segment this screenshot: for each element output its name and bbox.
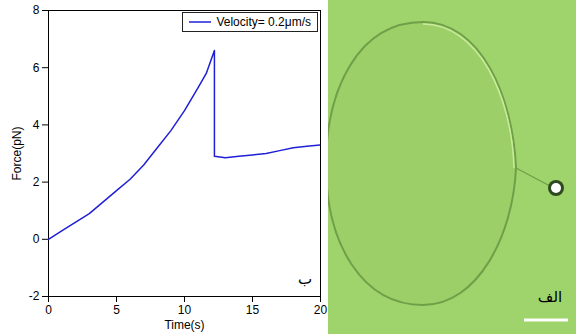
svg-text:20: 20 bbox=[314, 303, 328, 317]
html-text:ب: ب bbox=[297, 270, 312, 288]
svg-text:15: 15 bbox=[246, 303, 260, 317]
html-text:Velocity= 0.2μm/s: Velocity= 0.2μm/s bbox=[216, 15, 311, 29]
svg-text:Time(s): Time(s) bbox=[164, 318, 204, 332]
svg-text:6: 6 bbox=[33, 61, 40, 75]
svg-text:10: 10 bbox=[178, 303, 192, 317]
svg-text:-2: -2 bbox=[29, 289, 40, 303]
svg-text:2: 2 bbox=[33, 175, 40, 189]
svg-text:5: 5 bbox=[113, 303, 120, 317]
svg-text:0: 0 bbox=[33, 232, 40, 246]
svg-text:4: 4 bbox=[33, 118, 40, 132]
svg-text:0: 0 bbox=[45, 303, 52, 317]
svg-text:الف: الف bbox=[538, 288, 562, 306]
svg-text:Force(pN): Force(pN) bbox=[10, 126, 24, 180]
svg-text:8: 8 bbox=[33, 3, 40, 17]
